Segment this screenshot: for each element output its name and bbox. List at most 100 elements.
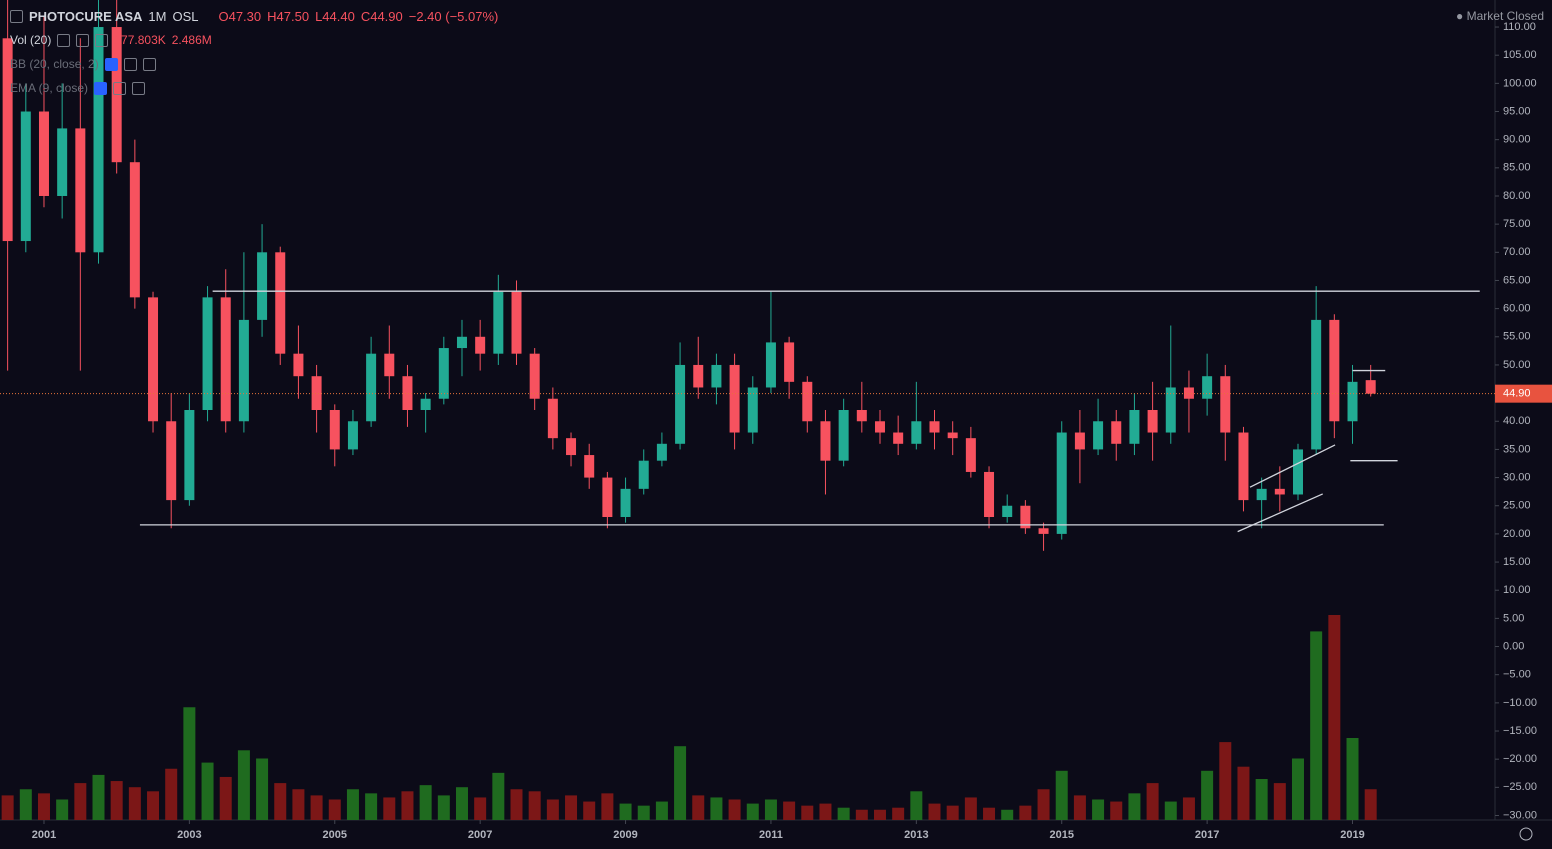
volume-bar (655, 801, 668, 820)
volume-bar (728, 799, 741, 820)
y-tick-label: 65.00 (1503, 274, 1531, 286)
volume-bar (183, 707, 196, 820)
gear-icon[interactable] (113, 81, 127, 95)
volume-bar (565, 795, 578, 820)
volume-bar (1328, 615, 1341, 820)
volume-bar (365, 793, 378, 820)
volume-bar (419, 785, 432, 820)
change: −2.40 (−5.07%) (408, 9, 499, 24)
y-tick-label: 40.00 (1503, 415, 1531, 427)
x-tick-label: 2019 (1340, 829, 1364, 841)
candle-body (1220, 376, 1231, 433)
candle-body (1129, 410, 1140, 444)
volume-bar (1055, 770, 1068, 820)
volume-bar (1128, 793, 1141, 820)
eye-icon[interactable] (94, 81, 108, 95)
volume-bar (74, 783, 87, 820)
gear-icon[interactable] (76, 33, 90, 47)
volume-bar (1310, 631, 1323, 820)
volume-bar (1092, 799, 1105, 820)
eye-icon[interactable] (104, 57, 118, 71)
candle-body (456, 336, 467, 349)
volume-bar (1019, 805, 1032, 820)
candle-body (1074, 432, 1085, 450)
volume-bar (637, 805, 650, 820)
y-tick-label: −30.00 (1503, 809, 1537, 821)
volume-bar (983, 807, 996, 820)
x-tick-label: 2007 (468, 829, 492, 841)
trend-line (1249, 444, 1336, 488)
volume-bar (219, 776, 232, 820)
candle-body (1202, 376, 1213, 399)
symbol[interactable]: PHOTOCURE ASA (29, 9, 143, 24)
settings-icon[interactable] (1519, 827, 1533, 841)
candle-body (1274, 488, 1285, 495)
volume-bar (237, 750, 250, 820)
candle-body (638, 460, 649, 489)
candle-body (1183, 387, 1194, 399)
candle-body (1111, 421, 1122, 444)
candle-body (238, 319, 249, 422)
y-tick-label: 100.00 (1503, 77, 1537, 89)
candle-body (1002, 505, 1013, 518)
indicator-name[interactable]: EMA (9, close) (10, 81, 89, 95)
candle-body (1056, 432, 1067, 534)
x-tick-label: 2015 (1049, 829, 1073, 841)
candle-body (874, 421, 885, 433)
volume-bar (328, 799, 341, 820)
volume-bar (1164, 801, 1177, 820)
volume-bar (56, 799, 69, 820)
candle-body (602, 477, 613, 518)
candle-body (820, 421, 831, 461)
candle-body (1292, 449, 1303, 495)
collapse-icon[interactable] (10, 10, 23, 23)
indicator-value: 177.803K (114, 33, 166, 47)
y-tick-label: 75.00 (1503, 218, 1531, 230)
candle-body (1256, 488, 1267, 501)
exchange[interactable]: OSL (172, 9, 199, 24)
eye-icon[interactable] (57, 33, 71, 47)
volume-bar (546, 799, 559, 820)
volume-bar (437, 795, 450, 820)
volume-bar (201, 762, 214, 820)
candle-body (1147, 410, 1158, 433)
candle-body (911, 421, 922, 444)
volume-bar (256, 758, 269, 820)
indicator-name[interactable]: Vol (20) (10, 33, 52, 47)
candle-body (893, 432, 904, 444)
candle-body (1165, 387, 1176, 433)
volume-bar (928, 803, 941, 820)
volume-bar (1146, 783, 1159, 820)
volume-bar (474, 797, 487, 820)
close-icon[interactable] (95, 33, 109, 47)
volume-bar (1237, 766, 1250, 820)
volume-bar (310, 795, 323, 820)
volume-bar (583, 801, 596, 820)
candle-body (838, 410, 849, 461)
y-tick-label: −20.00 (1503, 753, 1537, 765)
volume-bar (674, 746, 687, 820)
volume-bar (19, 789, 32, 820)
y-tick-label: 30.00 (1503, 471, 1531, 483)
candle-body (93, 27, 104, 253)
gear-icon[interactable] (123, 57, 137, 71)
candle-body (947, 432, 958, 439)
indicator-name[interactable]: BB (20, close, 2) (10, 57, 99, 71)
close-icon[interactable] (132, 81, 146, 95)
low: L44.40 (315, 9, 355, 24)
price-label: 44.90 (1503, 388, 1531, 400)
y-tick-label: 90.00 (1503, 134, 1531, 146)
candle-body (1329, 319, 1340, 422)
close-icon[interactable] (142, 57, 156, 71)
candle-body (20, 111, 31, 242)
candle-body (784, 342, 795, 382)
y-tick-label: 5.00 (1503, 612, 1524, 624)
candle-body (257, 252, 268, 320)
y-tick-label: 50.00 (1503, 359, 1531, 371)
interval[interactable]: 1M (148, 9, 167, 24)
candle-body (929, 421, 940, 433)
volume-bar (801, 805, 814, 820)
volume-bar (128, 787, 141, 820)
